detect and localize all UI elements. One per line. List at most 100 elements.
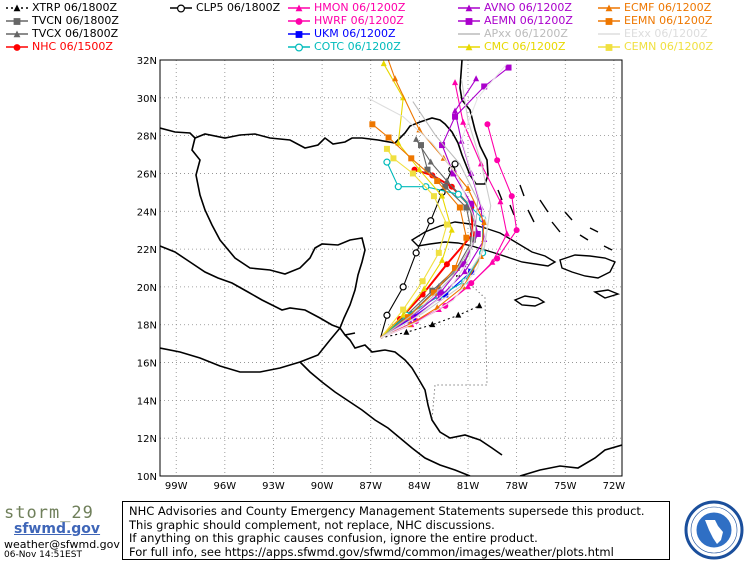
legend-swatch — [458, 4, 480, 12]
track-point — [429, 172, 436, 179]
legend-item: HMON 06/1200Z — [286, 2, 446, 15]
track-point — [395, 139, 402, 146]
track-line — [380, 63, 453, 339]
track-point — [424, 166, 431, 173]
lat-tick-label: 30N — [137, 94, 157, 105]
legend-label: ECMF 06/1200Z — [624, 1, 712, 14]
track-hwrf — [380, 121, 520, 339]
track-point — [452, 79, 459, 86]
legend-label: APxx 06/1200Z — [484, 27, 568, 40]
track-point — [465, 184, 471, 191]
track-point — [476, 302, 483, 309]
legend-item: UKM 06/1200Z — [286, 28, 446, 41]
track-point — [403, 328, 410, 335]
latitude-labels: 32N 30N 28N 26N 24N 22N 20N 18N 16N 14N 12N 10N — [137, 56, 157, 483]
lat-tick-label: 14N — [137, 396, 157, 407]
track-point — [460, 118, 467, 125]
track-point — [383, 158, 391, 166]
track-point — [448, 226, 455, 233]
disclaimer-line: NHC Advisories and County Emergency Mana… — [129, 504, 645, 518]
track-point — [369, 121, 376, 128]
track-point — [419, 278, 426, 285]
track-point — [468, 200, 475, 207]
legend-swatch — [598, 44, 620, 51]
track-point — [481, 219, 488, 226]
legend-swatch — [170, 4, 192, 13]
track-eexx-1 — [367, 97, 476, 339]
track-point — [392, 75, 399, 82]
legend-item: CMC 06/1200Z — [456, 41, 616, 54]
track-point — [460, 283, 467, 290]
lat-tick-label: 12N — [137, 434, 157, 445]
legend-swatch — [288, 31, 310, 38]
track-point — [463, 234, 470, 241]
legend-swatch — [6, 18, 28, 25]
track-line — [372, 123, 467, 339]
legend-item: NHC 06/1500Z — [4, 41, 164, 54]
lat-tick-label: 22N — [137, 245, 157, 256]
forecast-tracks — [367, 60, 520, 339]
lat-tick-label: 20N — [137, 283, 157, 294]
track-point — [416, 126, 423, 133]
lon-tick-label: 84W — [408, 481, 431, 492]
legend-label: UKM 06/1200Z — [314, 27, 396, 40]
track-point — [508, 193, 515, 200]
lat-tick-label: 18N — [137, 321, 157, 332]
lat-tick-label: 24N — [137, 207, 157, 218]
track-point — [452, 107, 459, 114]
legend-item: CLP5 06/1800Z — [168, 2, 328, 15]
track-point — [456, 204, 463, 211]
track-point — [437, 289, 444, 296]
legend-label: CLP5 06/1800Z — [196, 1, 281, 14]
track-point — [427, 217, 435, 225]
disclaimer-box: NHC Advisories and County Emergency Mana… — [122, 501, 670, 560]
track-point — [442, 183, 449, 190]
track-eemn — [369, 121, 470, 339]
lat-tick-label: 10N — [137, 472, 157, 483]
track-line — [380, 101, 479, 339]
sfwmd-logo-text[interactable]: sfwmd.gov — [14, 521, 101, 537]
legend-swatch — [6, 30, 28, 38]
lon-tick-label: 72W — [603, 481, 626, 492]
legend-label: HWRF 06/1200Z — [314, 14, 404, 27]
lon-tick-label: 81W — [457, 481, 480, 492]
lat-lon-grid — [160, 60, 622, 476]
disclaimer-line: This graphic should complement, not repl… — [129, 517, 495, 532]
legend-swatch — [458, 43, 480, 51]
legend-item: COTC 06/1200Z — [286, 41, 446, 54]
track-point — [455, 311, 462, 318]
legend-label: EEMN 06/1200Z — [624, 14, 713, 27]
track-point — [469, 236, 476, 243]
legend-label: COTC 06/1200Z — [314, 40, 401, 53]
track-point — [474, 230, 481, 237]
track-point — [434, 178, 441, 185]
legend-label: AEMN 06/1200Z — [484, 14, 573, 27]
track-point — [461, 268, 468, 275]
track-point — [421, 285, 428, 292]
legend-swatch — [598, 4, 620, 12]
legend-label: AVNO 06/1200Z — [484, 1, 572, 14]
track-point — [503, 230, 510, 237]
track-line — [380, 82, 508, 339]
legend-item: HWRF 06/1200Z — [286, 15, 446, 28]
track-point — [481, 83, 488, 90]
legend-label: TVCN 06/1800Z — [32, 14, 119, 27]
track-point — [439, 256, 446, 263]
track-point — [427, 158, 434, 165]
lon-tick-label: 90W — [311, 481, 334, 492]
track-point — [430, 193, 437, 200]
legend-label: NHC 06/1500Z — [32, 40, 113, 53]
legend-item: AVNO 06/1200Z — [456, 2, 616, 15]
lon-tick-label: 87W — [359, 481, 382, 492]
track-cmc — [380, 60, 455, 339]
track-point — [383, 145, 390, 152]
track-point — [494, 157, 501, 164]
legend-swatch — [288, 18, 310, 25]
track-line — [380, 63, 508, 339]
track-ecmf — [380, 60, 488, 339]
legend-swatch — [288, 4, 310, 12]
track-point — [497, 198, 504, 205]
track-aemn — [380, 64, 512, 339]
legend-item: TVCN 06/1800Z — [4, 15, 164, 28]
